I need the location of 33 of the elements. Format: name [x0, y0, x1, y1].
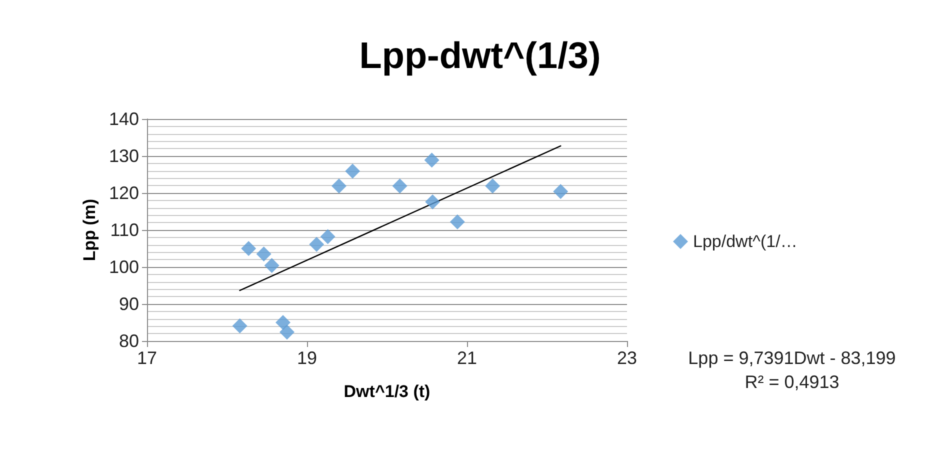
y-tick-label: 130 — [108, 146, 139, 166]
chart-title: Lpp-dwt^(1/3) — [359, 35, 601, 76]
point — [320, 229, 336, 244]
point — [264, 258, 280, 274]
y-tick-label: 100 — [108, 257, 139, 277]
point — [241, 241, 256, 256]
point — [425, 194, 440, 210]
x-tick-label: 17 — [136, 348, 158, 368]
point — [424, 152, 440, 168]
y-tick-label: 120 — [108, 183, 139, 203]
point — [485, 178, 500, 194]
point — [232, 318, 248, 334]
point — [332, 178, 346, 194]
x-axis-title: Dwt^1/3 (t) — [344, 382, 430, 401]
x-tick-label: 19 — [296, 348, 318, 368]
point — [309, 236, 324, 252]
y-axis-title: Lpp (m) — [80, 198, 100, 262]
legend-label: Lpp/dwt^(1/… — [693, 232, 798, 251]
y-tick-label: 90 — [118, 294, 139, 314]
x-tick-label: 23 — [616, 348, 638, 368]
text: R² = 0,4913 — [744, 372, 840, 392]
point — [450, 214, 465, 230]
y-tick-label: 140 — [108, 109, 139, 129]
point — [276, 315, 290, 330]
y-tick-label: 110 — [110, 220, 139, 240]
y-tick-label: 80 — [118, 331, 139, 351]
point — [280, 324, 294, 340]
point — [392, 178, 408, 194]
text: Lpp = 9,7391Dwt - 83,199 — [688, 348, 896, 368]
point — [256, 246, 272, 262]
point — [345, 164, 360, 179]
point — [553, 184, 568, 200]
x-tick-label: 21 — [456, 348, 478, 368]
